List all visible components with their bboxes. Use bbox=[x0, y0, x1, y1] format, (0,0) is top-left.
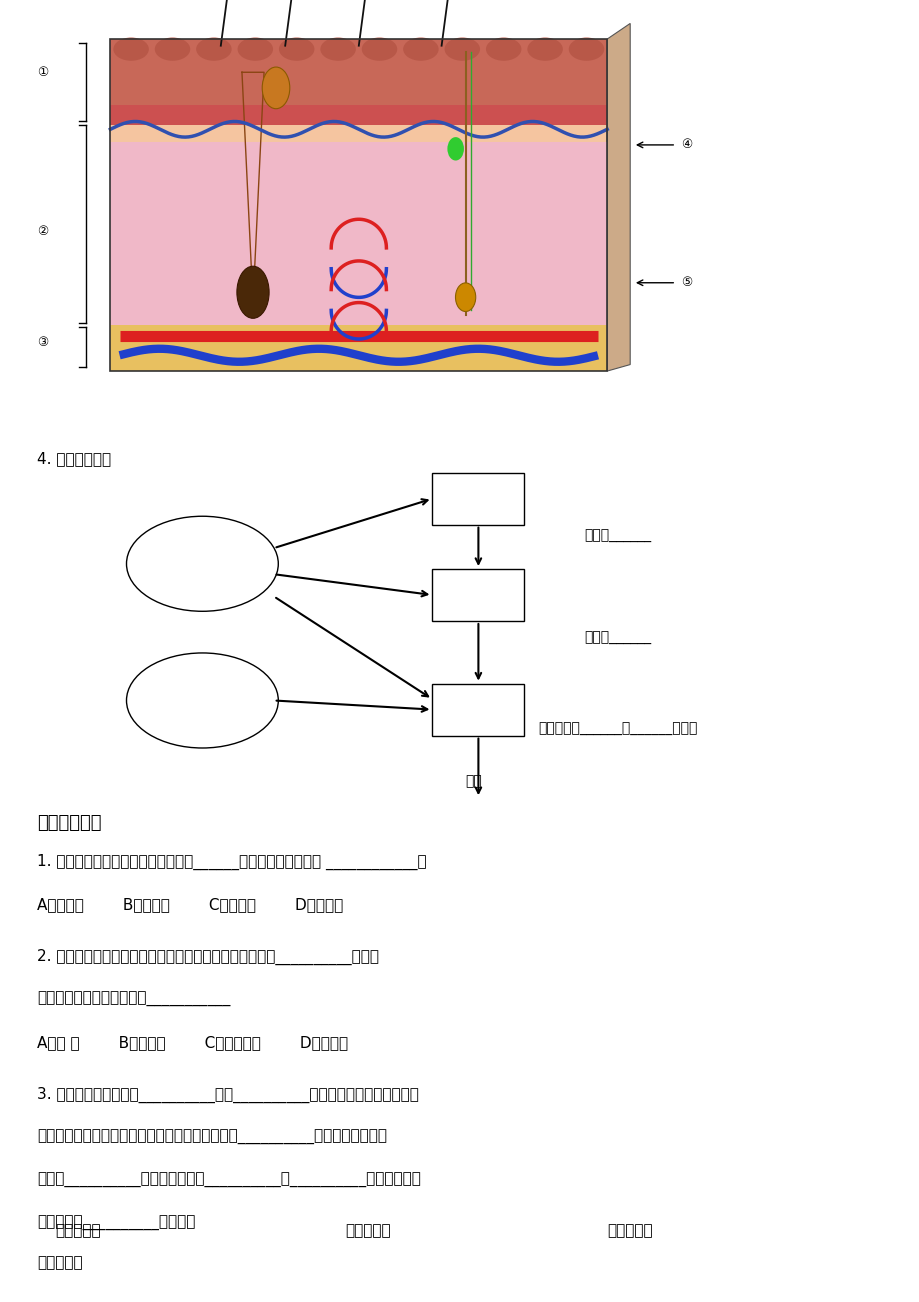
Bar bbox=[110, 39, 607, 371]
Text: 储存到一定量人就会产生尿意，进行排尿，尿液经__________排出体外。排尿不: 储存到一定量人就会产生尿意，进行排尿，尿液经__________排出体外。排尿不 bbox=[37, 1130, 386, 1146]
Text: ⑤: ⑤ bbox=[680, 276, 691, 289]
Text: A、水 功        B、葡萄糖        C、二氧化碳        D、蛋白质: A、水 功 B、葡萄糖 C、二氧化碳 D、蛋白质 bbox=[37, 1035, 347, 1051]
Ellipse shape bbox=[527, 38, 562, 61]
Ellipse shape bbox=[485, 38, 521, 61]
FancyBboxPatch shape bbox=[432, 473, 524, 525]
Text: 肾小管______: 肾小管______ bbox=[584, 631, 651, 644]
Text: 3. 肾脏中形成的尿液经__________流入__________暂时储存，当膀胱内的尿液: 3. 肾脏中形成的尿液经__________流入__________暂时储存，当… bbox=[37, 1087, 418, 1103]
Text: 自我评价：: 自我评价： bbox=[345, 1223, 391, 1238]
Bar bbox=[110, 39, 607, 371]
Ellipse shape bbox=[455, 283, 475, 311]
Circle shape bbox=[447, 137, 463, 160]
Polygon shape bbox=[607, 23, 630, 371]
FancyBboxPatch shape bbox=[432, 569, 524, 621]
Text: 课后反思：: 课后反思： bbox=[37, 1255, 83, 1271]
Ellipse shape bbox=[154, 38, 190, 61]
Text: 组织细胞的__________有作用。: 组织细胞的__________有作用。 bbox=[37, 1216, 195, 1232]
Text: 尿液的排出: 尿液的排出 bbox=[181, 694, 223, 707]
Ellipse shape bbox=[444, 38, 480, 61]
Ellipse shape bbox=[320, 38, 356, 61]
Ellipse shape bbox=[278, 38, 314, 61]
Text: 小组评价：: 小组评价： bbox=[55, 1223, 101, 1238]
Ellipse shape bbox=[361, 38, 397, 61]
Text: 教师评价：: 教师评价： bbox=[607, 1223, 652, 1238]
Text: 中有而原尿中没有的物质是___________: 中有而原尿中没有的物质是___________ bbox=[37, 992, 230, 1008]
Text: ④: ④ bbox=[680, 138, 691, 151]
Ellipse shape bbox=[403, 38, 438, 61]
Text: 经过肾盂、______、______、尿道: 经过肾盂、______、______、尿道 bbox=[538, 723, 697, 736]
Text: 4. 完成概念图：: 4. 完成概念图： bbox=[37, 450, 111, 466]
Text: 体外: 体外 bbox=[465, 775, 482, 788]
Text: ②: ② bbox=[37, 225, 48, 238]
Bar bbox=[110, 105, 607, 125]
Text: ①: ① bbox=[37, 66, 48, 78]
Bar bbox=[110, 142, 607, 324]
Bar bbox=[110, 315, 607, 371]
Ellipse shape bbox=[113, 38, 149, 61]
Text: 三、导学导练: 三、导学导练 bbox=[37, 814, 101, 832]
Text: 血液: 血液 bbox=[469, 491, 487, 506]
Text: 尿液的形成: 尿液的形成 bbox=[181, 557, 223, 570]
Text: A、肾小球        B、肾小囊        C、肾小管        D、输尿管: A、肾小球 B、肾小囊 C、肾小管 D、输尿管 bbox=[37, 897, 343, 913]
Text: 1. 尿的形成过程中，起滤过作用的是______，起重吸收作用的是 ____________。: 1. 尿的形成过程中，起滤过作用的是______，起重吸收作用的是 ______… bbox=[37, 854, 426, 870]
Ellipse shape bbox=[237, 38, 273, 61]
Ellipse shape bbox=[262, 66, 289, 109]
Ellipse shape bbox=[196, 38, 232, 61]
Text: ③: ③ bbox=[37, 336, 48, 349]
Text: 2. 在尿的形成过程中，既能被滤过又能全部被重吸收的是__________，血液: 2. 在尿的形成过程中，既能被滤过又能全部被重吸收的是__________，血液 bbox=[37, 949, 379, 965]
Ellipse shape bbox=[127, 517, 278, 612]
Ellipse shape bbox=[237, 266, 269, 318]
FancyBboxPatch shape bbox=[432, 684, 524, 736]
Text: 仅可以__________，还对调节体内__________和__________的平衡，维持: 仅可以__________，还对调节体内__________和_________… bbox=[37, 1173, 420, 1189]
Ellipse shape bbox=[568, 38, 604, 61]
Text: 肾小球______: 肾小球______ bbox=[584, 530, 651, 543]
Bar bbox=[110, 39, 607, 105]
Text: 尿液: 尿液 bbox=[469, 702, 487, 717]
Ellipse shape bbox=[127, 654, 278, 747]
